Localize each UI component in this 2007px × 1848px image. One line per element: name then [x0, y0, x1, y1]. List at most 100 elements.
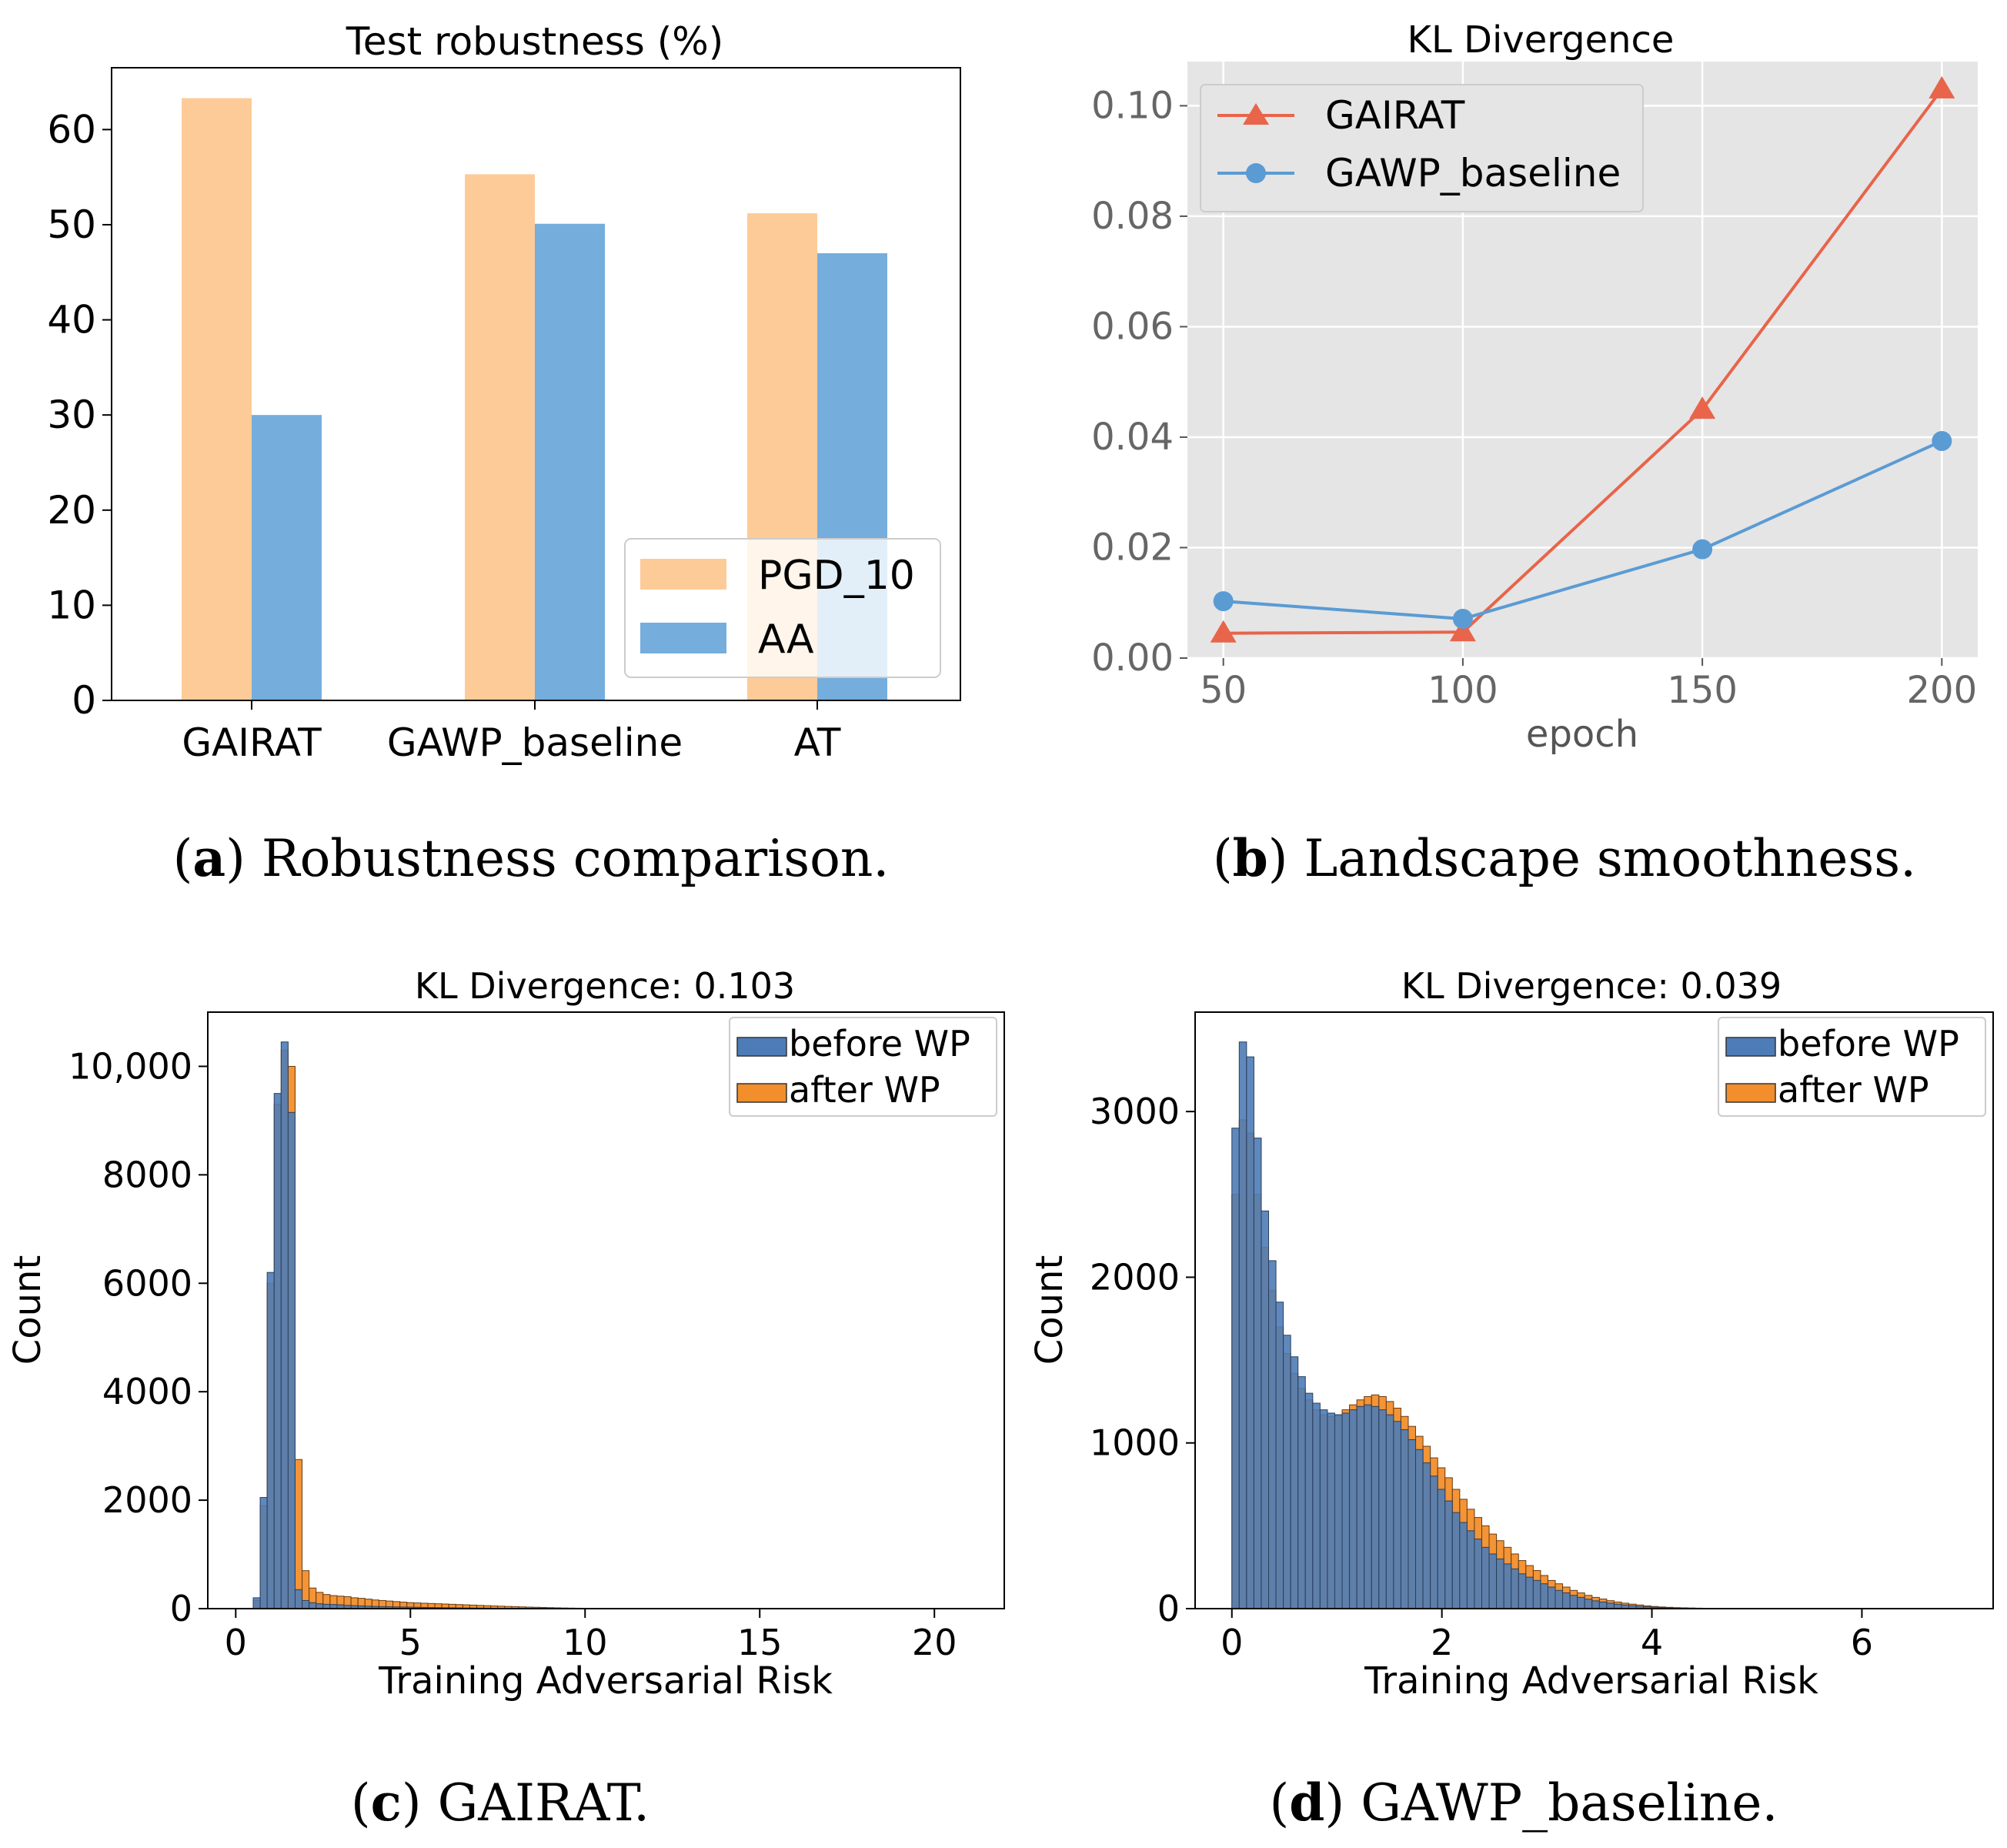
- y-tick-label: 3000: [1090, 1091, 1180, 1132]
- legend-label-aa: AA: [758, 617, 814, 663]
- x-tick-label: 4: [1641, 1622, 1663, 1663]
- bin-before-wp: [1511, 1568, 1519, 1609]
- bin-before-wp: [309, 1602, 317, 1609]
- caption-c-text: GAIRAT.: [438, 1773, 650, 1833]
- legend-swatch-pgd10: [640, 559, 726, 590]
- point-gairat: [1929, 75, 1955, 99]
- bin-before-wp: [1290, 1356, 1299, 1609]
- line-chart-title: KL Divergence: [1408, 18, 1675, 62]
- line-gawp-baseline: [1223, 439, 1943, 621]
- y-tick-label: 10: [47, 583, 96, 627]
- bin-before-wp: [1569, 1595, 1578, 1609]
- hist-d-frame: [1194, 1011, 1994, 1609]
- point-gawp-baseline: [1932, 430, 1952, 451]
- bin-before-wp: [1481, 1546, 1490, 1609]
- bin-before-wp: [1268, 1260, 1277, 1609]
- legend-label-gairat: GAIRAT: [1325, 93, 1465, 138]
- line-chart-xlabel: epoch: [1526, 713, 1638, 756]
- legend-swatch-before-wp: [1725, 1037, 1776, 1057]
- robustness-bar-chart: Test robustness (%) 0 10 20 30 40 50 60 GAIRAT…: [47, 19, 961, 765]
- bin-before-wp: [1496, 1558, 1504, 1609]
- x-tick-label: GAIRAT: [182, 720, 322, 765]
- point-gawp-baseline: [1452, 609, 1473, 630]
- x-tick-label: 6: [1851, 1622, 1873, 1663]
- caption-b-label: b: [1233, 828, 1268, 888]
- bin-before-wp: [273, 1093, 282, 1609]
- y-tick-label: 50: [47, 202, 96, 247]
- legend-label-pgd10: PGD_10: [758, 553, 915, 599]
- caption-b: (b) Landscape smoothness.: [1213, 828, 1916, 888]
- x-tick-label: 5: [399, 1622, 422, 1663]
- y-tick-label: 0: [170, 1588, 192, 1629]
- bin-before-wp: [1555, 1589, 1564, 1609]
- caption-d-label: d: [1289, 1773, 1324, 1833]
- hist-d-ylabel: Count: [1028, 1255, 1071, 1365]
- legend-box: [1718, 1017, 1986, 1117]
- bin-before-wp: [1327, 1412, 1335, 1609]
- point-gairat: [1689, 396, 1716, 419]
- legend-box: [1200, 84, 1644, 212]
- legend-label-after-wp: after WP: [1778, 1069, 1929, 1111]
- bin-before-wp: [1246, 1056, 1254, 1609]
- bin-before-wp: [1562, 1592, 1571, 1609]
- y-tick-label: 2000: [1090, 1256, 1180, 1298]
- y-tick-label: 0.08: [1091, 195, 1174, 238]
- point-gawp-baseline: [1213, 591, 1234, 612]
- y-tick-label: 0: [72, 678, 96, 723]
- x-tick-label: 50: [1200, 669, 1247, 712]
- legend-marker-triangle: [1243, 103, 1269, 125]
- bar-pgd10-gairat: [182, 98, 252, 701]
- bin-before-wp: [1238, 1041, 1247, 1609]
- y-tick-label: 8000: [102, 1154, 192, 1195]
- bin-before-wp: [302, 1599, 310, 1609]
- x-tick-label: 0: [225, 1622, 247, 1663]
- bin-before-wp: [1415, 1449, 1424, 1609]
- y-tick-label: 60: [47, 107, 96, 152]
- bar-chart-legend: PGD_10 AA: [624, 538, 941, 678]
- bin-before-wp: [1385, 1414, 1394, 1609]
- x-tick-label: 15: [737, 1622, 783, 1663]
- legend-swatch-after-wp: [736, 1083, 787, 1103]
- caption-d: (d) GAWP_baseline.: [1270, 1773, 1778, 1833]
- caption-c-label: c: [371, 1773, 402, 1833]
- x-tick-label: GAWP_baseline: [387, 720, 683, 765]
- line-chart-legend: GAIRAT GAWP_baseline: [1200, 84, 1644, 212]
- legend-label-after-wp: after WP: [789, 1069, 940, 1111]
- bin-before-wp: [1312, 1402, 1321, 1609]
- y-tick-label: 1000: [1090, 1422, 1180, 1464]
- bin-before-wp: [1231, 1128, 1240, 1609]
- legend-box: [729, 1017, 997, 1117]
- hist-c-ylabel: Count: [6, 1255, 49, 1365]
- hist-c-title: KL Divergence: 0.103: [415, 965, 795, 1007]
- bin-after-wp: [294, 1459, 303, 1609]
- y-tick-label: 0.06: [1091, 305, 1174, 348]
- bin-before-wp: [259, 1497, 268, 1609]
- x-tick-label: 0: [1221, 1622, 1243, 1663]
- bin-before-wp: [1606, 1602, 1615, 1609]
- x-tick-label: 100: [1428, 669, 1498, 712]
- bar-chart-frame: [111, 67, 961, 701]
- caption-b-text: Landscape smoothness.: [1304, 829, 1916, 888]
- bin-before-wp: [1591, 1600, 1600, 1609]
- point-gairat: [1210, 620, 1237, 643]
- legend-swatch-aa: [640, 623, 726, 653]
- bar-aa-gawp-baseline: [535, 223, 605, 700]
- bin-before-wp: [1444, 1500, 1453, 1609]
- bin-before-wp: [252, 1597, 261, 1609]
- caption-a-label: a: [192, 828, 225, 888]
- y-tick-label: 30: [47, 393, 96, 437]
- y-tick-label: 0.00: [1091, 637, 1174, 680]
- x-tick-label: 10: [563, 1622, 608, 1663]
- legend-label-before-wp: before WP: [1778, 1023, 1959, 1064]
- x-tick-label: 200: [1907, 669, 1978, 712]
- bar-aa-gairat: [252, 415, 322, 700]
- bin-before-wp: [1488, 1553, 1498, 1609]
- line-gairat: [1223, 88, 1943, 635]
- caption-c: (c) GAIRAT.: [351, 1773, 650, 1833]
- bin-before-wp: [1297, 1376, 1306, 1609]
- bin-before-wp: [1540, 1583, 1548, 1609]
- x-tick-label: 20: [912, 1622, 957, 1663]
- y-tick-label: 2000: [102, 1479, 192, 1521]
